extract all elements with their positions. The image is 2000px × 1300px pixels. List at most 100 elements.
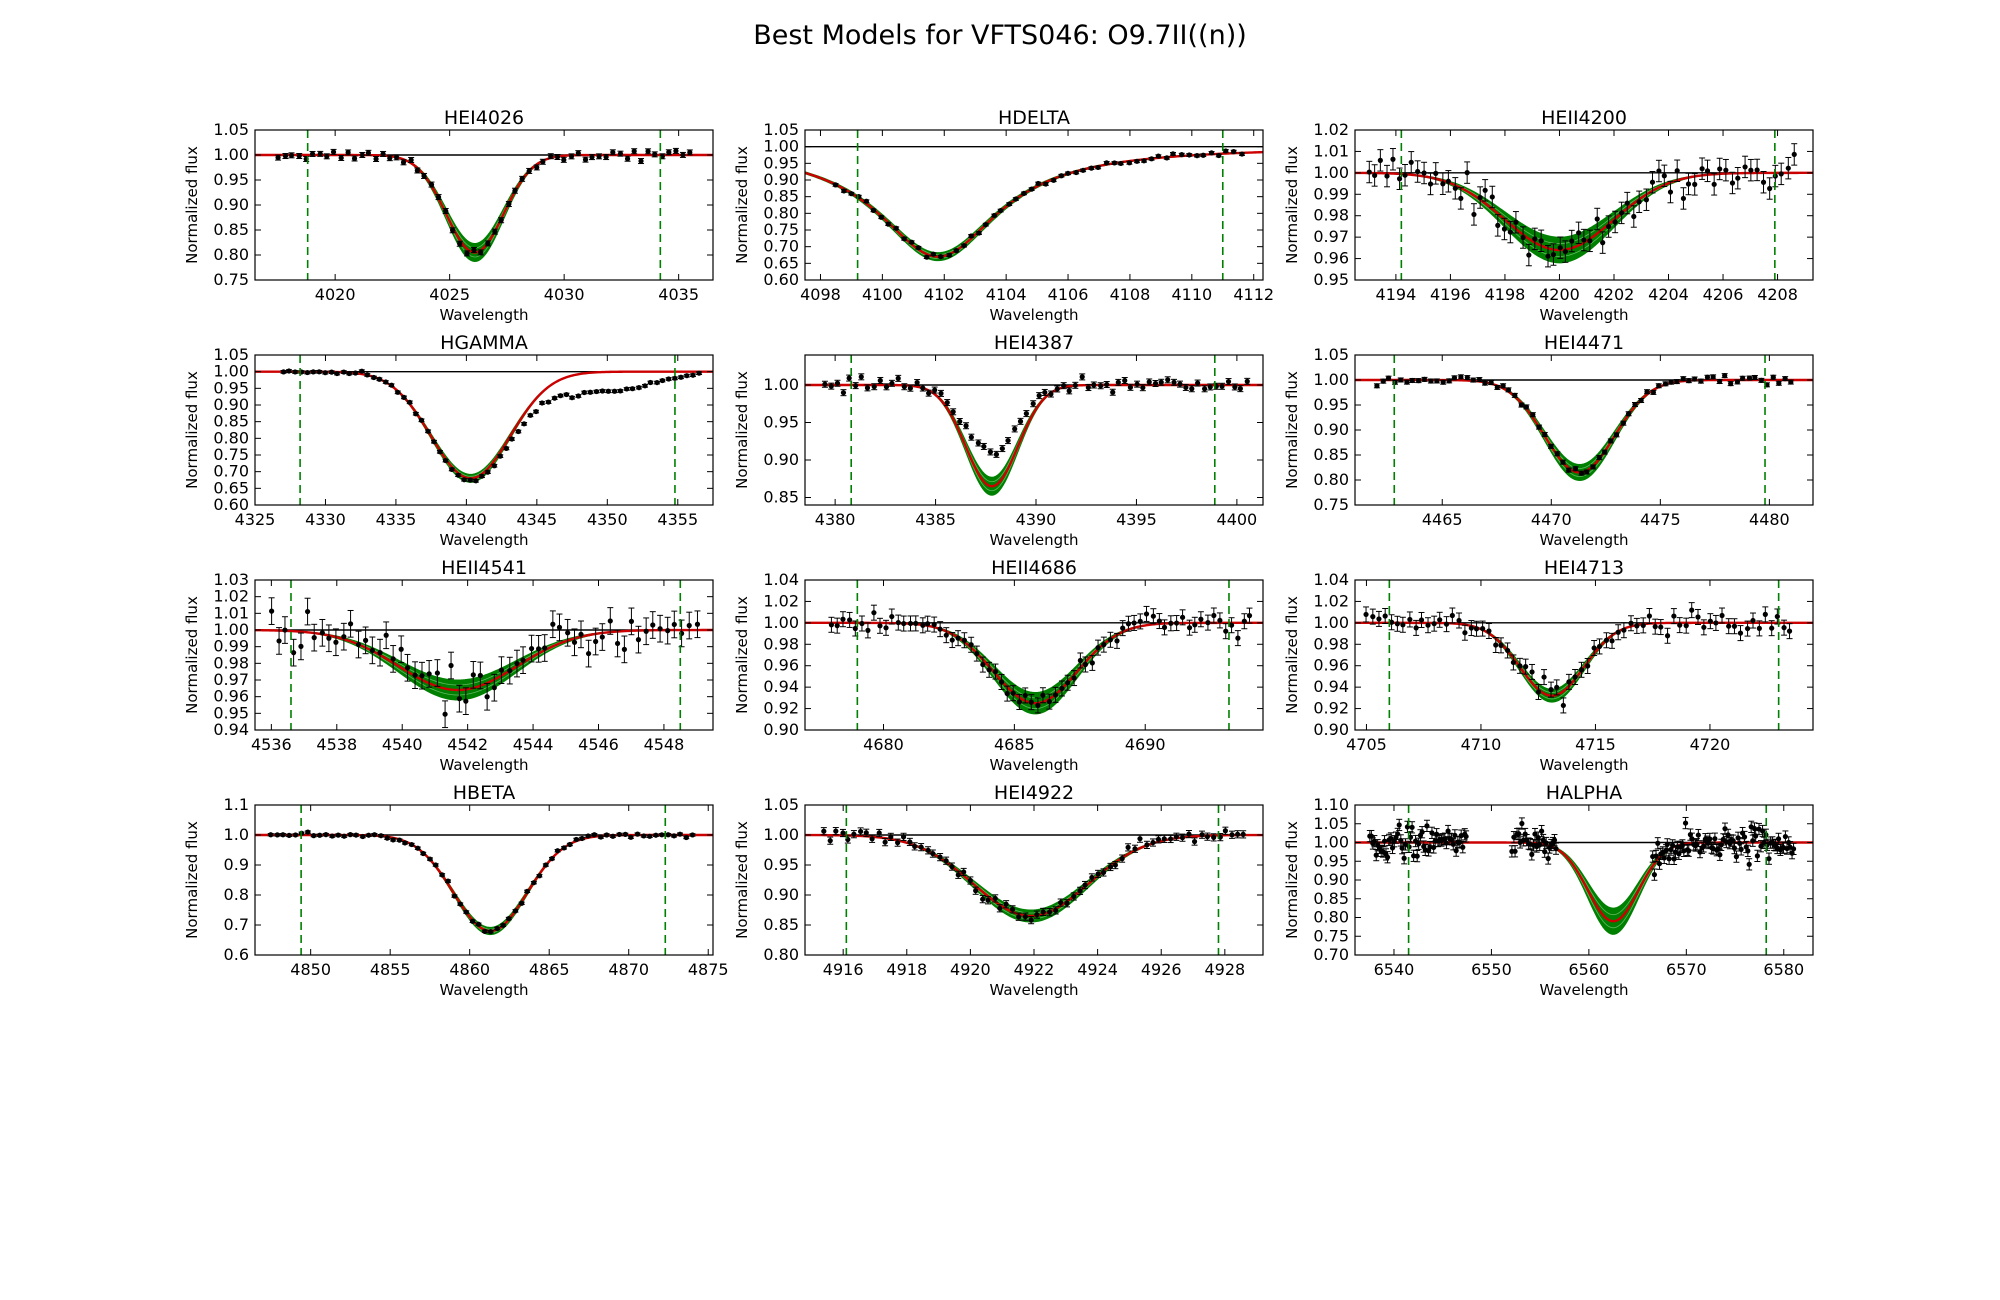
data-point <box>1122 377 1128 384</box>
data-point <box>636 385 642 391</box>
data-point <box>1409 377 1415 384</box>
data-point <box>925 847 931 853</box>
data-point <box>901 620 907 627</box>
data-point <box>1477 194 1483 201</box>
data-point <box>455 472 461 478</box>
data-point <box>415 845 421 851</box>
data-point <box>1443 621 1450 627</box>
data-point <box>341 369 347 375</box>
data-point <box>1674 378 1680 385</box>
data-point <box>598 834 604 840</box>
data-point <box>322 370 328 376</box>
data-point <box>369 647 375 653</box>
data-point <box>514 660 520 667</box>
y-tick-label: 1.01 <box>1313 141 1349 160</box>
data-point <box>503 445 509 452</box>
data-point <box>1137 836 1143 842</box>
data-point <box>930 851 936 857</box>
x-tick-label: 4875 <box>688 960 729 979</box>
data-point <box>428 181 435 188</box>
data-point <box>1776 380 1782 386</box>
data-point <box>1725 832 1731 838</box>
x-tick-label: 4470 <box>1531 510 1572 529</box>
axes-frame <box>804 129 1264 281</box>
data-point <box>275 154 281 161</box>
data-point <box>1758 843 1764 849</box>
data-point <box>561 157 567 163</box>
data-point <box>1462 630 1468 636</box>
data-point <box>1137 618 1143 624</box>
data-point <box>647 833 653 839</box>
data-point <box>848 191 854 197</box>
data-point <box>1235 635 1241 641</box>
data-point <box>943 632 949 638</box>
y-axis-label: Normalized flux <box>733 821 751 939</box>
data-point <box>624 386 630 392</box>
plot-area <box>805 805 1263 955</box>
data-point <box>1510 659 1516 666</box>
data-point <box>1054 386 1060 392</box>
data-point <box>1656 383 1662 389</box>
data-point <box>548 153 554 159</box>
y-tick-label: 0.95 <box>1313 395 1349 414</box>
best-model-line <box>805 833 1263 918</box>
data-point <box>895 375 901 381</box>
data-point <box>1228 622 1235 628</box>
data-point <box>401 394 407 400</box>
data-point <box>1449 612 1455 619</box>
y-tick-label: 0.90 <box>1313 720 1349 739</box>
data-point <box>534 164 540 171</box>
data-point <box>1372 172 1378 179</box>
y-tick-label: 0.75 <box>763 220 799 239</box>
data-point <box>326 635 332 641</box>
data-point <box>1670 842 1676 848</box>
data-point <box>286 368 292 374</box>
data-point <box>1566 679 1572 685</box>
data-point <box>317 151 323 157</box>
data-point <box>617 388 623 394</box>
data-point <box>882 839 888 845</box>
data-point <box>1421 170 1427 176</box>
data-point <box>1551 837 1558 843</box>
x-tick-label: 4680 <box>863 735 904 754</box>
x-tick-label: 4544 <box>513 735 554 754</box>
data-point <box>280 832 286 838</box>
x-tick-label: 4196 <box>1430 285 1471 304</box>
x-tick-label: 4922 <box>1014 960 1055 979</box>
data-point <box>686 622 692 629</box>
data-point <box>1742 164 1748 170</box>
data-point <box>1628 620 1634 626</box>
data-point <box>863 198 869 204</box>
x-tick-label: 4335 <box>376 510 417 529</box>
data-point <box>378 833 384 839</box>
data-point <box>291 650 297 656</box>
data-point <box>642 383 648 389</box>
data-point <box>512 188 518 194</box>
data-point <box>1229 832 1235 838</box>
data-point <box>1719 612 1725 619</box>
data-point <box>457 241 463 247</box>
data-point <box>1519 820 1525 827</box>
data-point <box>1046 909 1053 915</box>
data-point <box>506 915 512 922</box>
y-tick-label: 0.6 <box>224 945 249 964</box>
data-point <box>914 379 920 386</box>
x-axis-label: Wavelength <box>440 531 529 549</box>
data-point <box>1733 854 1740 860</box>
data-point <box>604 832 610 838</box>
data-point <box>1161 836 1167 842</box>
data-point <box>519 176 525 182</box>
y-tick-label: 0.94 <box>763 677 799 696</box>
data-point <box>1530 412 1536 418</box>
data-point <box>409 841 415 848</box>
data-point <box>1740 375 1746 381</box>
data-point <box>443 208 449 214</box>
data-point <box>435 194 442 200</box>
data-point <box>500 922 506 928</box>
data-point <box>1651 872 1658 878</box>
data-point <box>561 845 567 851</box>
data-point <box>1758 377 1764 383</box>
model-grid-line <box>255 154 713 249</box>
data-point <box>671 621 677 628</box>
y-tick-label: 0.99 <box>213 637 249 656</box>
